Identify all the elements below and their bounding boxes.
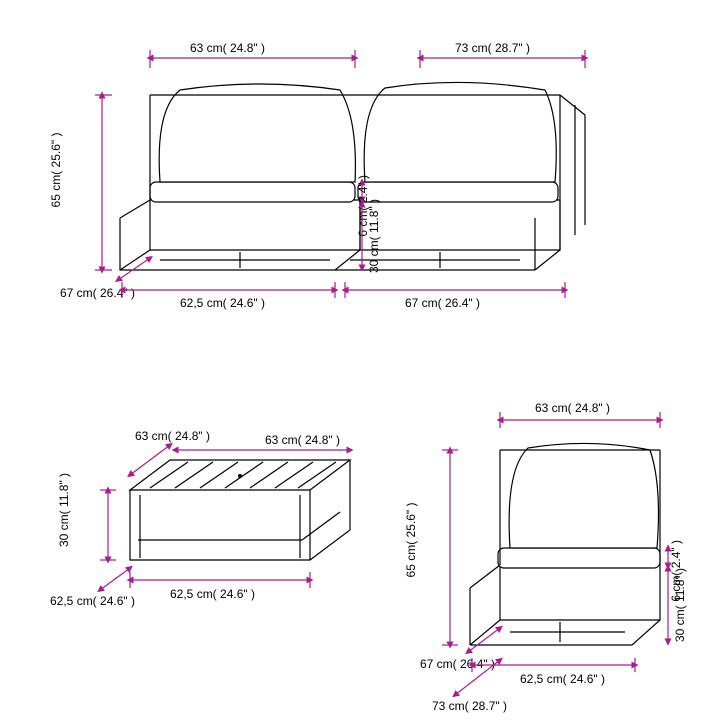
chair-dim-depth-left: 67 cm( 26.4" ) [420,657,495,671]
table-dim-height: 30 cm( 11.8" ) [57,473,71,547]
sofa-dim-top-left: 63 cm( 24.8" ) [190,41,265,55]
chair-dim-bottom: 62,5 cm( 24.6" ) [520,672,605,686]
sofa-dim-depth-left: 67 cm( 26.4" ) [60,286,135,300]
table-dim-bottom: 62,5 cm( 24.6" ) [170,587,255,601]
chair-dim-height: 65 cm( 25.6" ) [404,503,418,578]
chair-dim-top: 63 cm( 24.8" ) [535,401,610,415]
table-dimensions: 63 cm( 24.8" ) 63 cm( 24.8" ) 30 cm( 11.… [50,429,350,608]
sofa-dim-base: 30 cm( 11.8" ) [367,199,381,273]
table-dim-top-left: 63 cm( 24.8" ) [135,429,210,443]
sofa-dim-height: 65 cm( 25.6" ) [49,133,63,208]
furniture-dimension-diagram: 63 cm( 24.8" ) 73 cm( 28.7" ) 65 cm( 25.… [0,0,720,720]
sofa-dim-top-right: 73 cm( 28.7" ) [455,41,530,55]
chair-dim-base: 30 cm( 11.8" ) [673,568,687,642]
sofa-dim-bottom-right: 67 cm( 26.4" ) [405,296,480,310]
table-drawing [130,460,350,560]
chair-drawing [470,443,660,645]
chair-dim-depth-bottom: 73 cm( 28.7" ) [432,699,507,713]
sofa-dim-bottom-left: 62,5 cm( 24.6" ) [180,296,265,310]
table-dim-depth: 62,5 cm( 24.6" ) [50,594,135,608]
sofa-drawing [120,82,585,270]
table-dim-top-right: 63 cm( 24.8" ) [265,433,340,447]
